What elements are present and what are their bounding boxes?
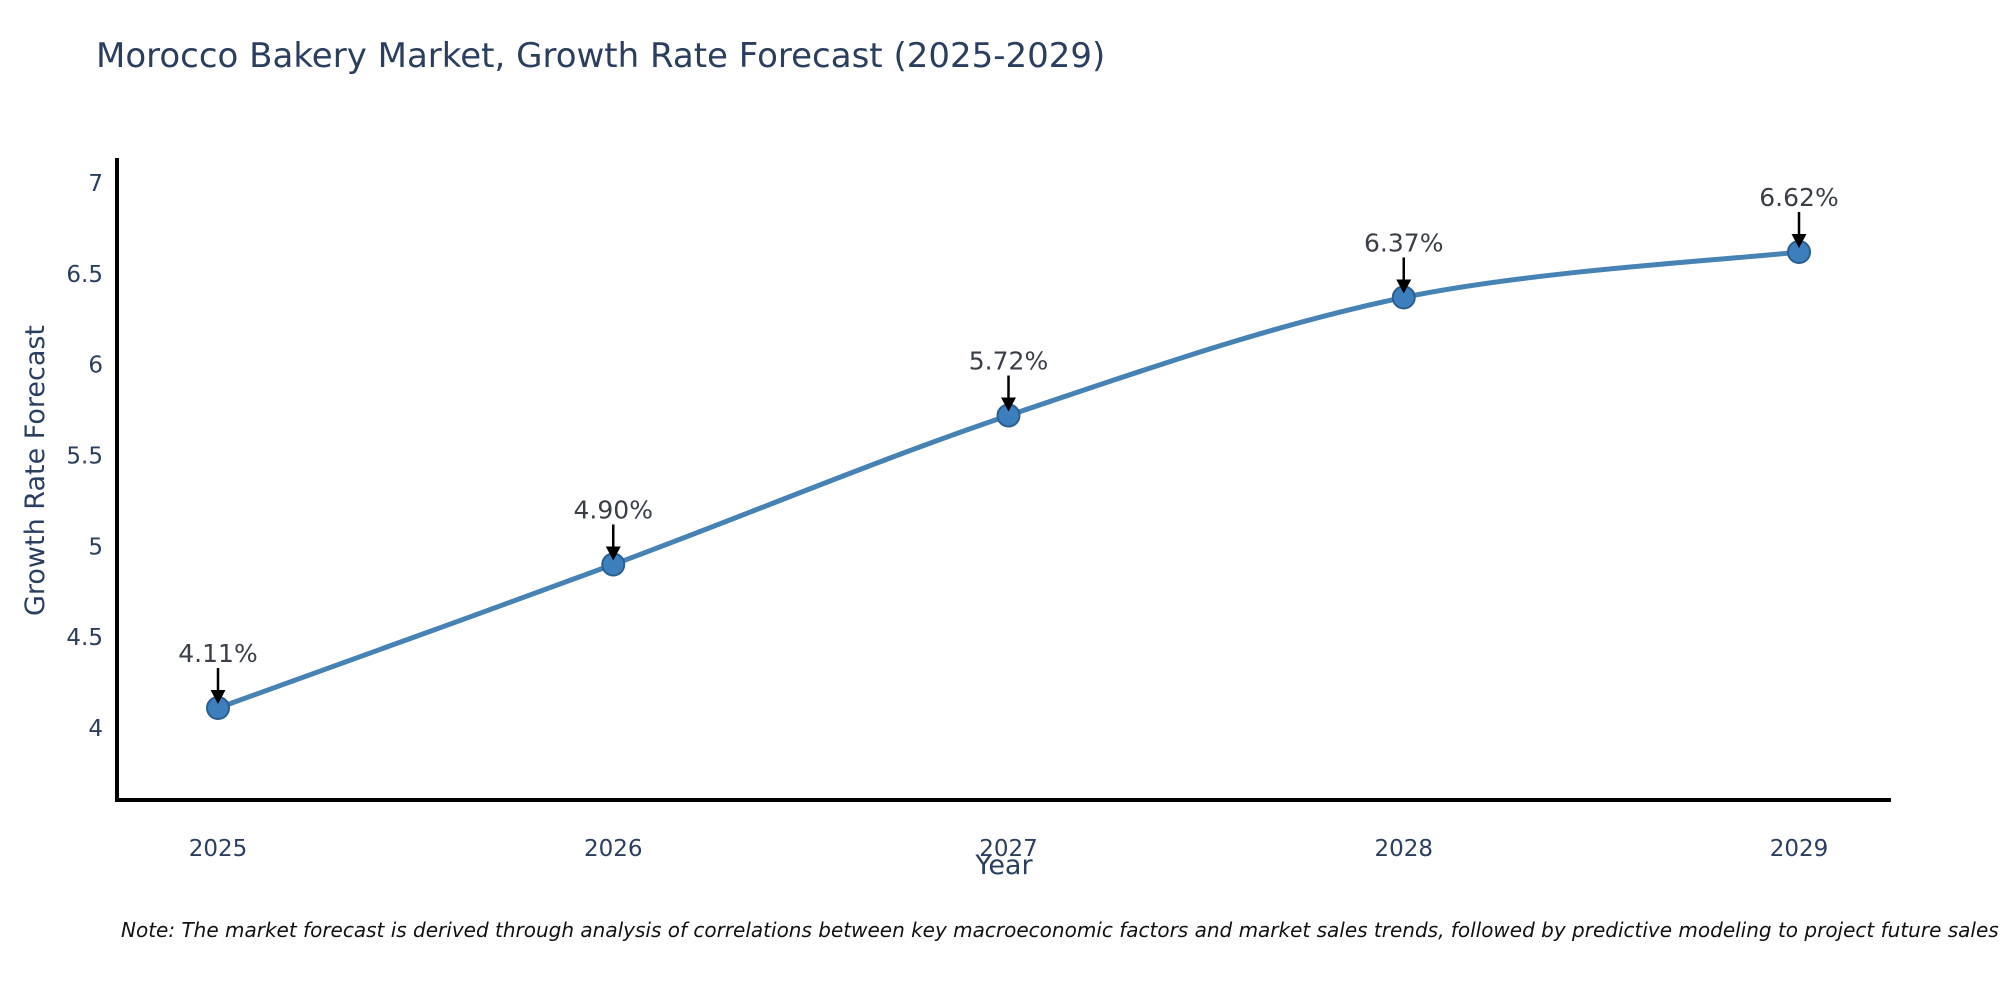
data-point-label: 6.62% — [1759, 183, 1838, 212]
y-tick-label: 7 — [88, 171, 103, 197]
data-point-label: 5.72% — [969, 347, 1048, 376]
x-tick-label: 2026 — [584, 836, 643, 862]
x-tick-label: 2029 — [1770, 836, 1829, 862]
data-point-label: 6.37% — [1364, 228, 1443, 257]
annotation-arrow-head — [1001, 397, 1016, 412]
data-point-label: 4.11% — [178, 639, 257, 668]
x-tick-label: 2027 — [979, 836, 1038, 862]
annotation-arrow-head — [1396, 279, 1412, 294]
x-tick-label: 2025 — [189, 836, 248, 862]
y-tick-label: 5 — [88, 534, 103, 560]
x-axis-title: Year — [975, 850, 1033, 881]
y-tick-label: 4 — [88, 716, 103, 742]
y-tick-label: 5.5 — [66, 444, 103, 470]
footnote: Note: The market forecast is derived thr… — [121, 918, 1999, 942]
y-tick-label: 6.5 — [66, 262, 103, 288]
annotation-arrow-head — [210, 690, 226, 705]
data-point-label: 4.90% — [574, 496, 653, 525]
annotation-arrow-head — [1791, 234, 1807, 249]
y-tick-label: 6 — [88, 353, 103, 379]
x-tick-label: 2028 — [1374, 836, 1433, 862]
y-tick-label: 4.5 — [66, 625, 103, 651]
chart-title: Morocco Bakery Market, Growth Rate Forec… — [96, 36, 1106, 76]
annotation-arrow-head — [605, 546, 621, 561]
forecast-line — [217, 249, 1800, 711]
